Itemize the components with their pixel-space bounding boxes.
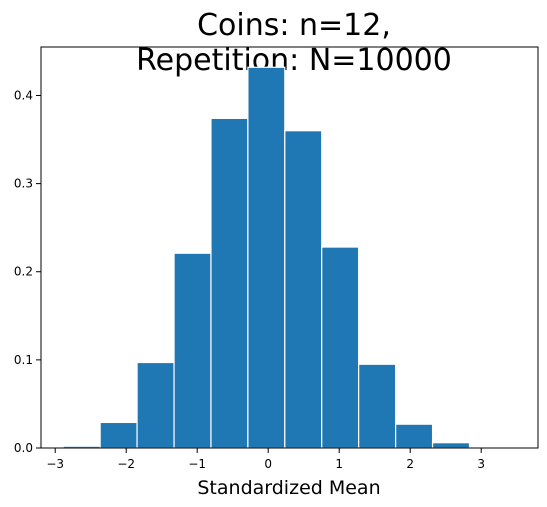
x-axis-label: Standardized Mean <box>197 477 380 499</box>
histogram-bar-1 <box>99 421 138 449</box>
histogram-bar-10 <box>431 442 471 449</box>
x-tick-label: 2 <box>406 457 414 471</box>
y-axis-ticks: 0.0 0.1 0.2 0.3 0.4 <box>14 88 41 455</box>
chart-title-line-2: Repetition: N=10000 <box>136 43 452 78</box>
histogram-bar-6 <box>284 130 323 449</box>
histogram-bar-8 <box>358 363 397 449</box>
histogram-bars <box>62 66 508 449</box>
x-tick-label: −1 <box>188 457 206 471</box>
histogram-bar-9 <box>395 423 434 449</box>
x-tick-label: 1 <box>335 457 343 471</box>
histogram-bar-3 <box>173 252 212 449</box>
x-tick-label: 3 <box>477 457 485 471</box>
y-tick-label: 0.2 <box>14 265 33 279</box>
y-tick-label: 0.3 <box>14 177 33 191</box>
x-tick-label: −2 <box>117 457 135 471</box>
x-tick-label: 0 <box>264 457 272 471</box>
histogram-bar-2 <box>136 361 175 449</box>
x-axis-ticks: −3 −2 −1 0 1 2 3 <box>46 448 485 471</box>
chart-title-line-1: Coins: n=12, <box>197 8 391 43</box>
histogram-bar-7 <box>321 246 360 449</box>
histogram-bar-5 <box>247 66 286 449</box>
x-tick-label: −3 <box>46 457 64 471</box>
y-tick-label: 0.1 <box>14 353 33 367</box>
histogram-bar-4 <box>210 117 249 449</box>
y-tick-label: 0.4 <box>14 88 33 102</box>
y-tick-label: 0.0 <box>14 441 33 455</box>
axes-frame <box>40 46 539 449</box>
